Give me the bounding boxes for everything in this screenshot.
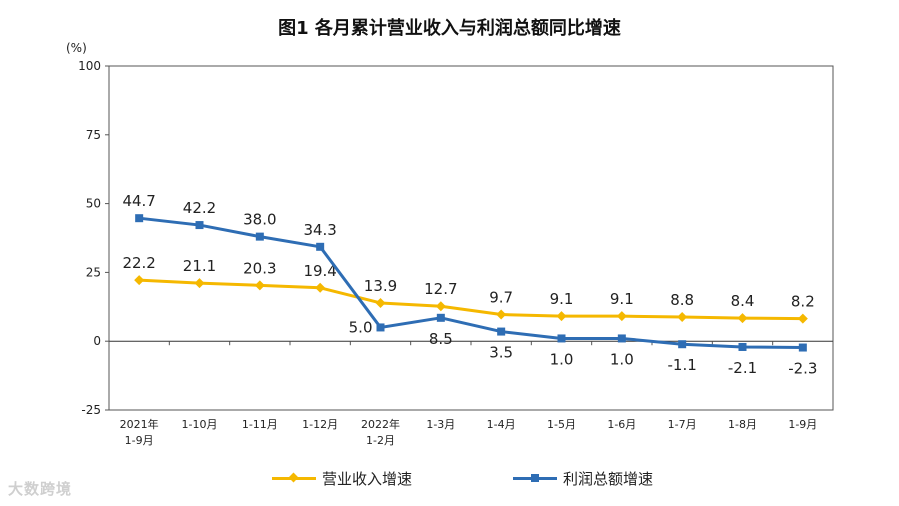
data-point-revenue[interactable]	[134, 275, 145, 286]
plot-frame	[108, 65, 834, 411]
data-point-revenue[interactable]	[435, 301, 446, 312]
legend-item-profit[interactable]: 利润总额增速	[513, 468, 653, 489]
data-label: 34.3	[303, 221, 336, 239]
data-label: 42.2	[183, 199, 216, 217]
data-point-revenue[interactable]	[194, 278, 205, 289]
data-point-revenue[interactable]	[797, 313, 808, 324]
data-label: 44.7	[122, 192, 155, 210]
data-point-revenue[interactable]	[375, 297, 386, 308]
x-tick-label: 1-9月	[788, 418, 817, 431]
data-point-profit[interactable]	[497, 327, 506, 336]
x-tick-label: 1-6月	[607, 418, 636, 431]
data-point-profit[interactable]	[557, 334, 566, 343]
series-line-profit	[138, 216, 803, 350]
y-tick-label: -25	[81, 403, 101, 417]
x-tick-label: 1-4月	[487, 418, 516, 431]
data-point-profit[interactable]	[617, 334, 626, 343]
data-label: 20.3	[243, 259, 276, 277]
data-point-profit[interactable]	[255, 232, 264, 241]
y-tick-label: 50	[86, 197, 101, 211]
data-point-revenue[interactable]	[254, 280, 265, 291]
data-label: 12.7	[424, 280, 457, 298]
x-tick-label: 1-11月	[242, 418, 278, 431]
x-tick-label: 1-12月	[302, 418, 338, 431]
series-line-revenue	[139, 278, 803, 321]
y-tick-label: 75	[86, 128, 101, 142]
x-tick-label: 1-3月	[426, 418, 455, 431]
data-label: -2.1	[728, 359, 757, 377]
data-point-revenue[interactable]	[616, 311, 627, 322]
data-label: 22.2	[122, 254, 155, 272]
data-point-profit[interactable]	[738, 342, 747, 351]
data-label: -1.1	[668, 356, 697, 374]
data-point-revenue[interactable]	[677, 311, 688, 322]
data-label: 8.4	[731, 292, 755, 310]
data-label: 38.0	[243, 211, 276, 229]
data-label: 1.0	[550, 350, 574, 368]
x-tick-label: 1-5月	[547, 418, 576, 431]
data-point-profit[interactable]	[376, 323, 385, 332]
watermark-logo: 大数跨境	[8, 480, 73, 498]
y-tick-label: 0	[93, 334, 101, 348]
x-tick-label: 1-7月	[668, 418, 697, 431]
data-label: 9.1	[550, 290, 574, 308]
legend-item-revenue[interactable]: 营业收入增速	[272, 468, 412, 489]
x-tick-label: 1-8月	[728, 418, 757, 431]
data-point-profit[interactable]	[798, 343, 807, 352]
data-label: -2.3	[788, 360, 817, 378]
legend-swatch-revenue	[272, 472, 316, 483]
legend-swatch-profit	[513, 474, 557, 482]
data-label: 3.5	[489, 344, 513, 362]
data-point-revenue[interactable]	[496, 309, 507, 320]
data-label: 21.1	[183, 257, 216, 275]
data-label: 1.0	[610, 350, 634, 368]
data-point-revenue[interactable]	[737, 313, 748, 324]
y-axis-unit-label: (%)	[66, 41, 87, 55]
data-point-profit[interactable]	[436, 313, 445, 322]
data-point-profit[interactable]	[195, 221, 204, 230]
legend-label-revenue: 营业收入增速	[322, 470, 413, 488]
data-point-profit[interactable]	[316, 242, 325, 251]
x-tick-label: 2022年	[361, 417, 400, 431]
x-tick-label: 1-9月	[125, 434, 154, 447]
data-label: 13.9	[364, 277, 397, 295]
chart-title: 图1 各月累计营业收入与利润总额同比增速	[278, 18, 621, 39]
data-label: 5.0	[349, 318, 373, 336]
x-tick-label: 1-10月	[182, 418, 218, 431]
chart-legend: 营业收入增速 利润总额增速	[0, 468, 899, 498]
data-label: 19.4	[303, 262, 336, 280]
y-tick-label: 25	[86, 265, 101, 279]
data-label: 9.1	[610, 290, 634, 308]
data-point-profit[interactable]	[678, 340, 687, 349]
data-label: 8.5	[429, 330, 453, 348]
y-tick-label: 100	[78, 59, 101, 73]
x-tick-label: 2021年	[120, 417, 159, 431]
legend-label-profit: 利润总额增速	[563, 470, 654, 488]
data-point-revenue[interactable]	[315, 282, 326, 293]
data-point-profit[interactable]	[135, 214, 144, 223]
data-label: 9.7	[489, 289, 513, 307]
data-label: 8.2	[791, 293, 815, 311]
data-label: 8.8	[670, 291, 694, 309]
data-point-revenue[interactable]	[556, 311, 567, 322]
x-tick-label: 1-2月	[366, 434, 395, 447]
